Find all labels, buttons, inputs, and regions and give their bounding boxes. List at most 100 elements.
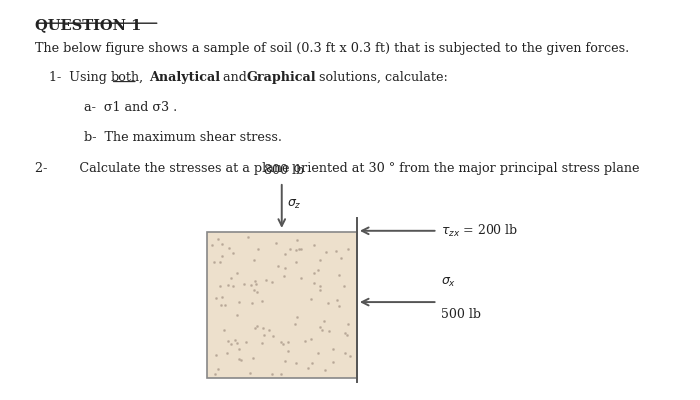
Point	[306, 360, 317, 366]
Point	[315, 283, 326, 290]
Point	[277, 340, 288, 347]
Point	[267, 371, 278, 378]
Point	[216, 240, 228, 247]
Point	[248, 257, 260, 264]
Point	[209, 371, 220, 378]
Point	[225, 275, 237, 281]
Point	[267, 333, 279, 339]
Point	[230, 337, 241, 343]
Point	[342, 320, 354, 327]
Point	[260, 277, 272, 283]
FancyBboxPatch shape	[206, 232, 357, 378]
Point	[295, 246, 307, 252]
Point	[248, 286, 260, 293]
Point	[293, 246, 304, 252]
Point	[244, 370, 256, 376]
Point	[316, 327, 328, 333]
Point	[233, 346, 244, 352]
Text: $\tau_{zx}$ = 200 lb: $\tau_{zx}$ = 200 lb	[441, 223, 518, 239]
Point	[206, 242, 218, 248]
Point	[241, 339, 252, 345]
Point	[299, 338, 310, 344]
Point	[333, 272, 344, 278]
Point	[222, 338, 233, 344]
Text: $\sigma_x$: $\sigma_x$	[441, 276, 456, 290]
Point	[220, 302, 231, 308]
Text: solutions, calculate:: solutions, calculate:	[315, 71, 448, 84]
Point	[258, 324, 269, 331]
Point	[319, 367, 330, 373]
Point	[283, 339, 294, 345]
Point	[305, 336, 316, 342]
Point	[221, 350, 232, 356]
Point	[242, 234, 253, 240]
Point	[302, 365, 314, 371]
Point	[321, 249, 332, 255]
Text: The below figure shows a sample of soil (0.3 ft x 0.3 ft) that is subjected to t: The below figure shows a sample of soil …	[35, 42, 629, 55]
Point	[236, 356, 247, 363]
Point	[334, 303, 345, 310]
Point	[318, 318, 330, 324]
Text: Analytical: Analytical	[149, 71, 220, 84]
Point	[309, 270, 320, 276]
Point	[251, 323, 262, 329]
Text: both: both	[111, 71, 140, 84]
Point	[314, 324, 326, 330]
Point	[256, 340, 267, 346]
Point	[223, 282, 234, 288]
Point	[313, 349, 324, 356]
Point	[250, 278, 261, 284]
Point	[216, 253, 228, 259]
Point	[275, 371, 286, 377]
Point	[328, 346, 339, 352]
Point	[250, 324, 261, 331]
Point	[258, 331, 270, 338]
Point	[338, 283, 349, 290]
Point	[327, 359, 338, 365]
Text: and: and	[219, 71, 251, 84]
Point	[232, 270, 243, 276]
Point	[285, 246, 296, 252]
Point	[234, 299, 245, 306]
Point	[323, 327, 334, 334]
Point	[289, 321, 300, 327]
Point	[247, 355, 258, 362]
Point	[295, 275, 307, 281]
Text: ,: ,	[139, 71, 148, 84]
Point	[214, 259, 225, 266]
Point	[232, 312, 243, 318]
Point	[292, 313, 303, 320]
Point	[309, 242, 320, 248]
Point	[232, 340, 243, 346]
Point	[212, 236, 223, 242]
Point	[215, 302, 226, 308]
Point	[245, 282, 256, 288]
Point	[212, 366, 223, 373]
Point	[225, 341, 237, 347]
Point	[279, 265, 290, 272]
Point	[332, 297, 343, 303]
Text: a-  σ1 and σ3 .: a- σ1 and σ3 .	[84, 101, 177, 114]
Point	[216, 294, 228, 300]
Point	[211, 352, 222, 358]
Text: 500 lb: 500 lb	[441, 308, 481, 321]
Point	[290, 247, 302, 253]
Text: 1-  Using: 1- Using	[49, 71, 111, 84]
Point	[263, 326, 274, 333]
Point	[250, 280, 261, 287]
Point	[340, 349, 351, 356]
Point	[309, 279, 320, 286]
Point	[291, 237, 302, 243]
Point	[279, 251, 290, 258]
Point	[228, 283, 239, 290]
Point	[218, 327, 230, 333]
Text: b-  The maximum shear stress.: b- The maximum shear stress.	[84, 131, 282, 144]
Point	[247, 300, 258, 307]
Text: $\sigma_z$: $\sigma_z$	[287, 198, 302, 211]
Point	[314, 257, 326, 264]
Point	[270, 240, 281, 246]
Text: 2-        Calculate the stresses at a plane oriented at 30 ° from the major prin: 2- Calculate the stresses at a plane ori…	[35, 162, 640, 175]
Point	[330, 248, 342, 254]
Point	[314, 287, 326, 293]
Point	[323, 300, 334, 306]
